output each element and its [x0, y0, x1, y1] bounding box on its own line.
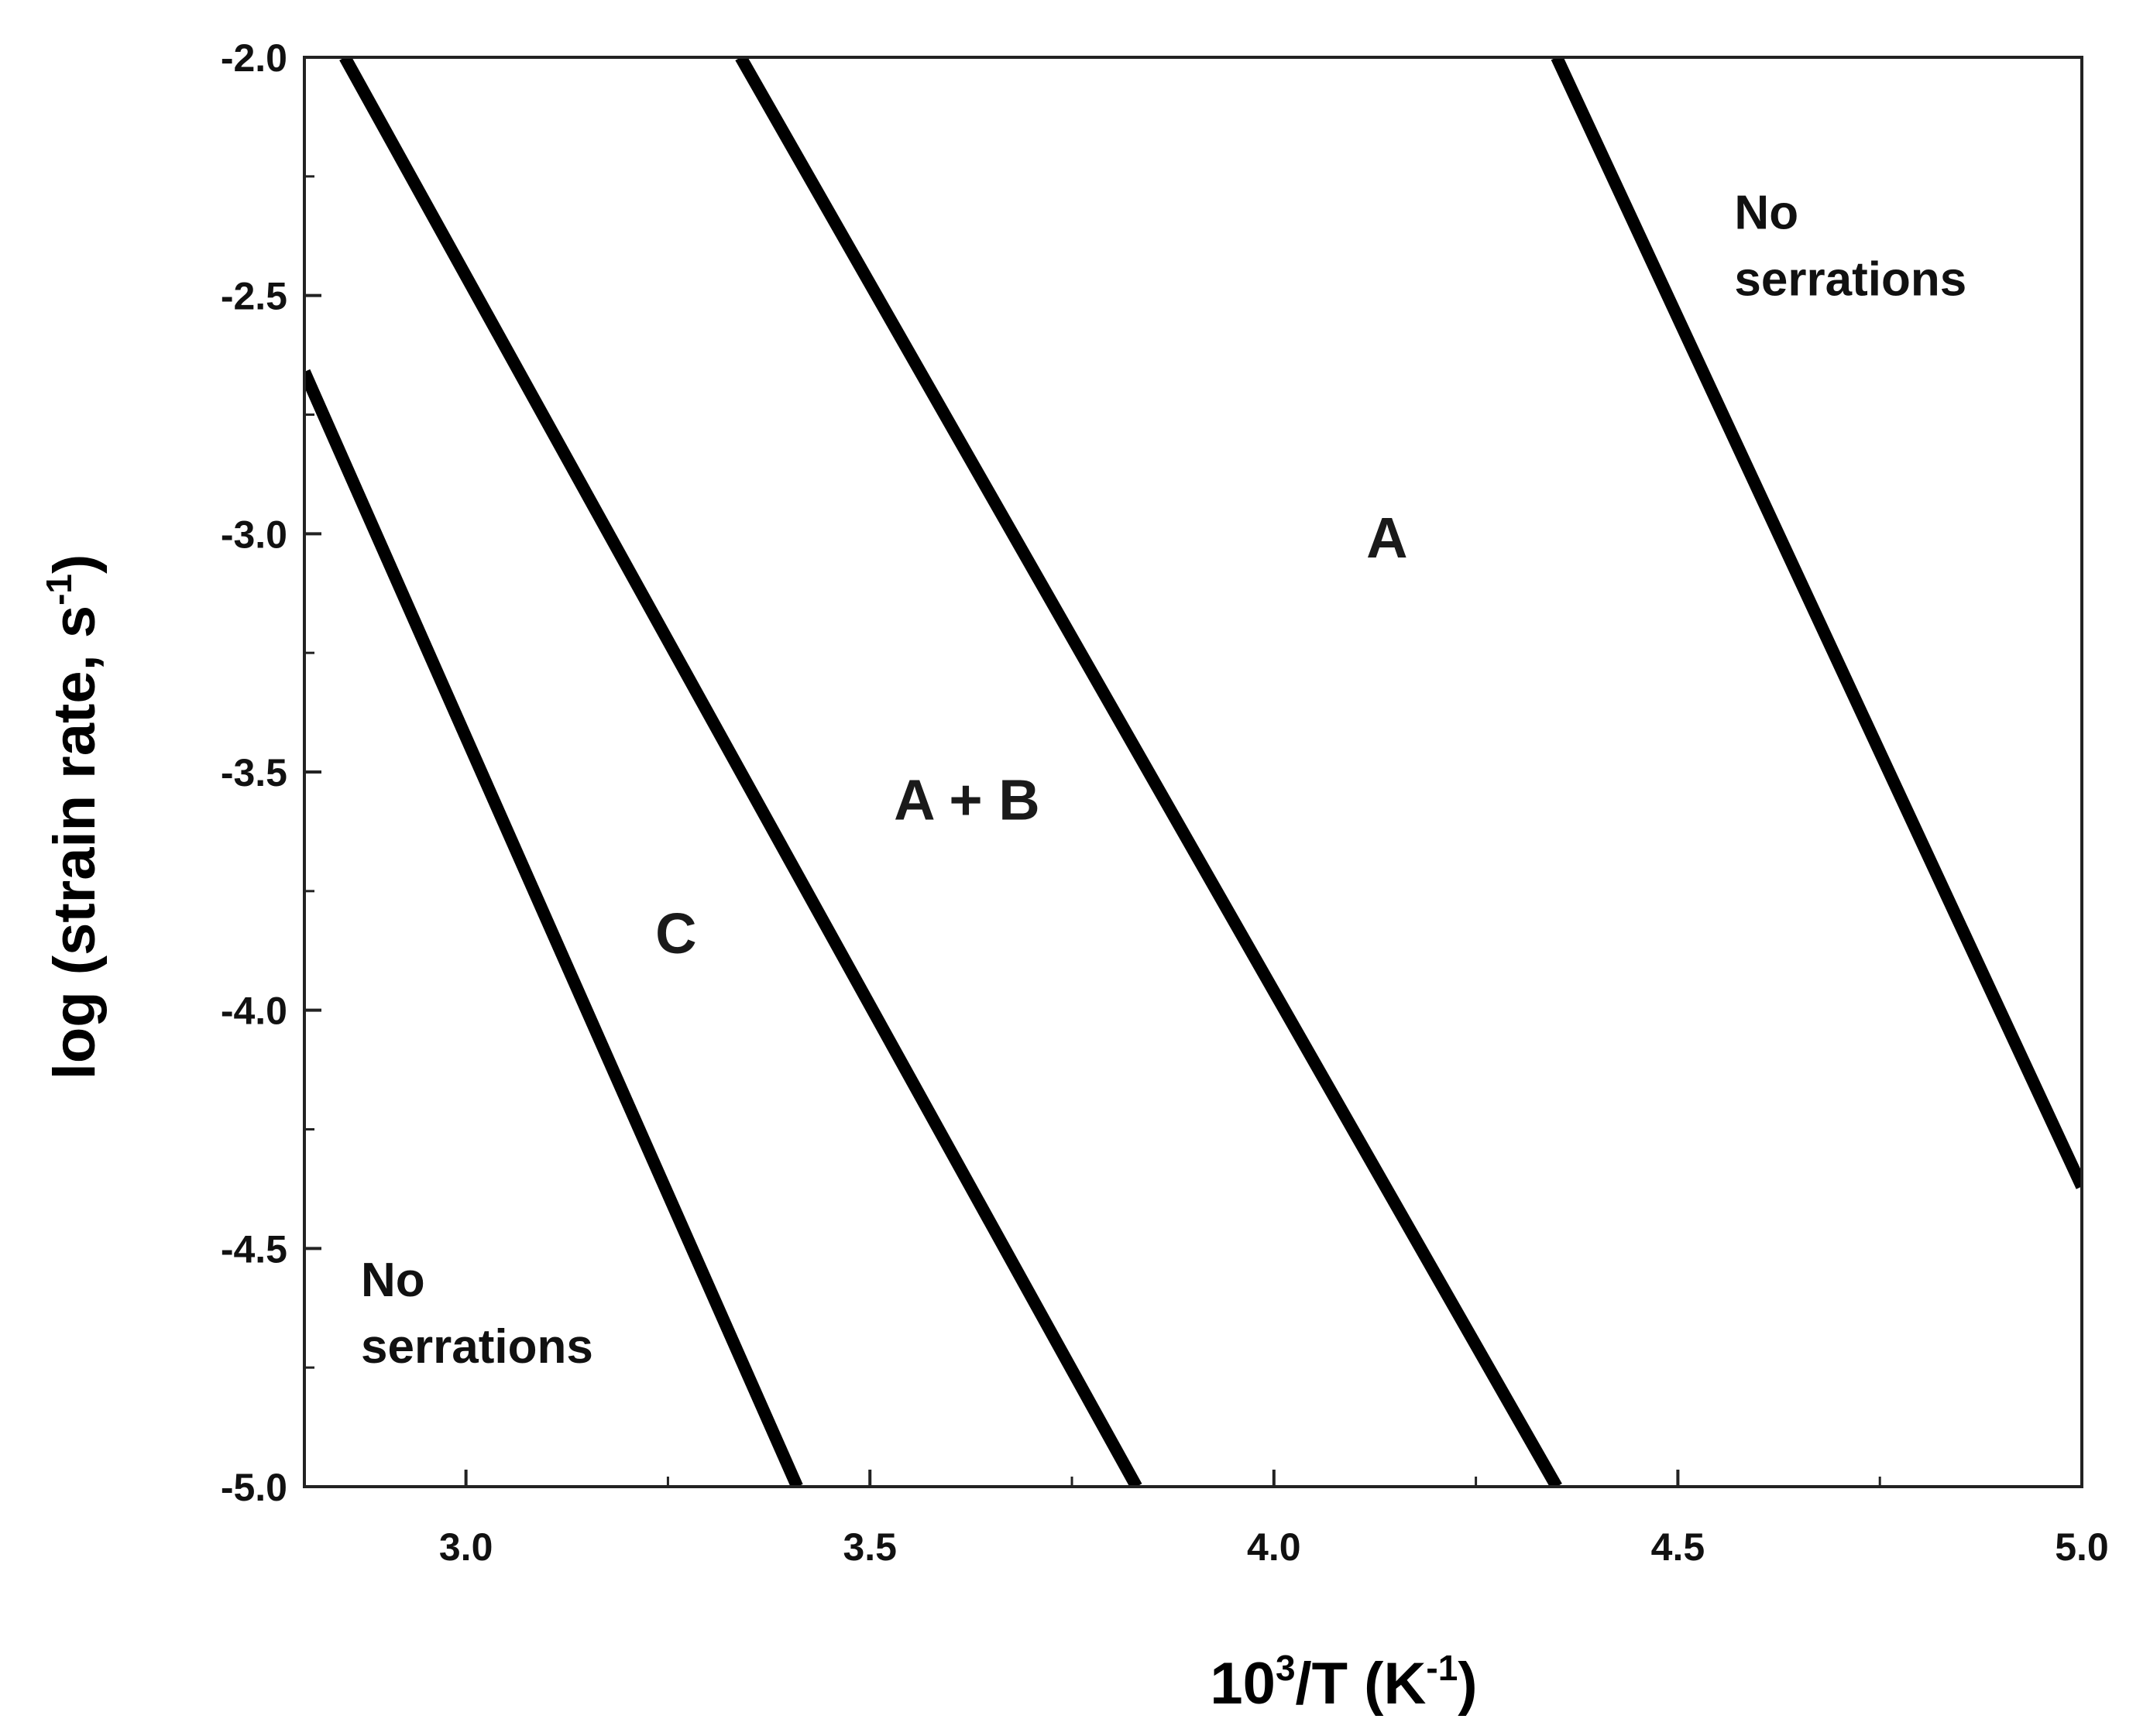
x-axis-title: 103/T (K-1): [1210, 1648, 1477, 1717]
boundary-line-4: [1551, 57, 2082, 1189]
y-tick-label: -3.0: [221, 513, 287, 556]
region-label: A + B: [894, 768, 1039, 832]
region-label: A: [1366, 506, 1407, 570]
region-label: No: [1734, 187, 1798, 240]
axis-ticks: [304, 56, 2083, 1488]
x-axis-title-base: 10: [1210, 1651, 1276, 1717]
y-tick-label: -4.0: [221, 990, 287, 1033]
region-label: C: [655, 901, 696, 966]
y-axis-title-sup: -1: [39, 574, 79, 606]
y-tick-label: -5.0: [221, 1466, 287, 1509]
y-tick-label: -4.5: [221, 1227, 287, 1271]
region-label: serrations: [1734, 253, 1966, 307]
y-axis-title: log (strain rate, s-1): [39, 554, 108, 1080]
x-tick-label: 5.0: [2055, 1525, 2109, 1569]
y-tick-label: -3.5: [221, 751, 287, 794]
y-tick-label: -2.5: [221, 275, 287, 318]
x-tick-label: 4.0: [1247, 1525, 1301, 1569]
y-axis-title-main: log (strain rate, s: [42, 606, 108, 1079]
x-axis-title-sup2: -1: [1426, 1648, 1458, 1688]
tick-labels: 3.0 3.5 4.0 4.5 5.0 -2.0 -2.5 -3.0 -3.5 -4.0 -4.5 -…: [221, 36, 2109, 1569]
x-axis-title-sup: 3: [1276, 1648, 1296, 1688]
region-label: No: [361, 1254, 425, 1307]
x-tick-label: 3.0: [439, 1525, 493, 1569]
x-tick-label: 4.5: [1651, 1525, 1705, 1569]
series-lines: [304, 57, 2082, 1487]
y-axis-title-end: ): [42, 554, 108, 574]
y-tick-label: -2.0: [221, 36, 287, 80]
region-label: serrations: [361, 1320, 593, 1374]
boundary-line-2: [339, 57, 1142, 1487]
x-axis-title-end: ): [1458, 1651, 1477, 1717]
region-annotations: A A + B C No serrations No serrations: [361, 187, 1966, 1374]
x-tick-label: 3.5: [843, 1525, 897, 1569]
x-axis-title-mid: /T (K: [1296, 1651, 1427, 1717]
boundary-line-1: [304, 369, 803, 1487]
boundary-line-3: [735, 57, 1562, 1487]
